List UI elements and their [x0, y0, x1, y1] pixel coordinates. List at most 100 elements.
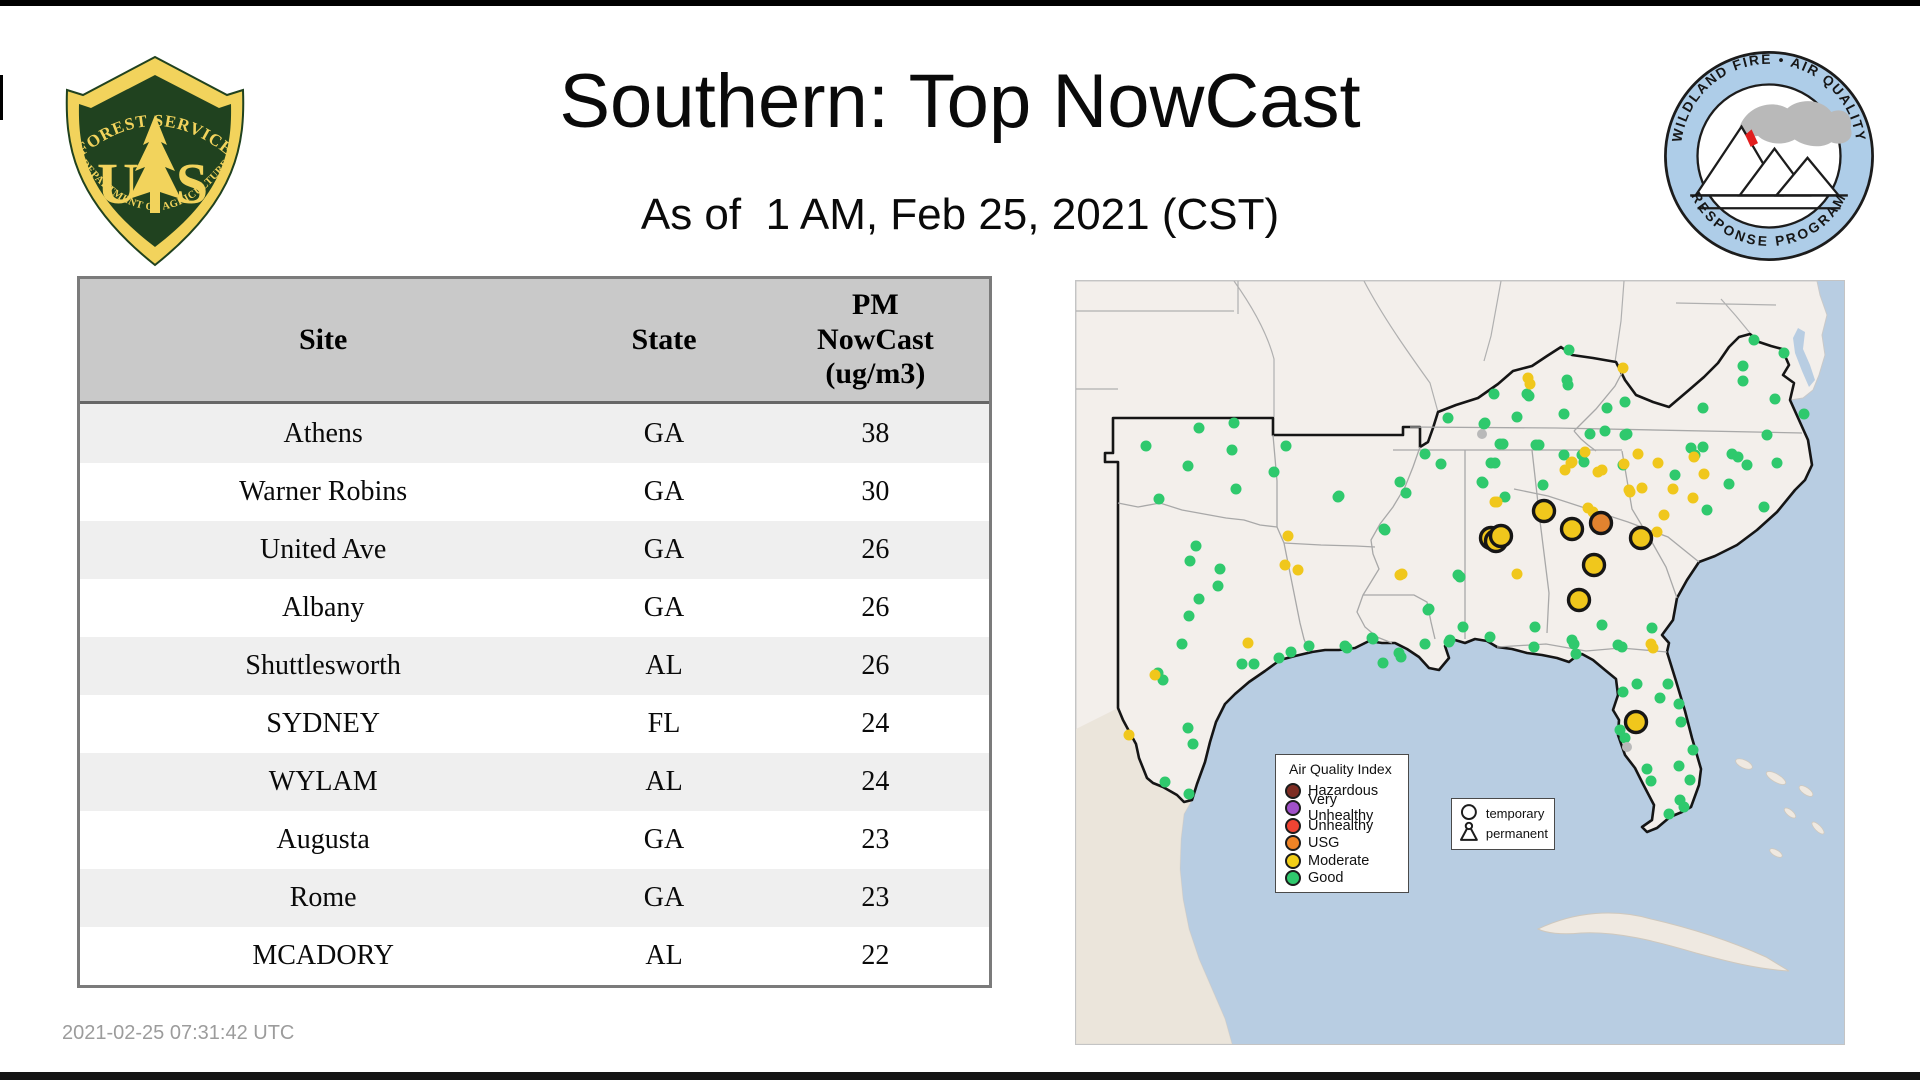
column-header-pm-nowcast: PM NowCast (ug/m3): [761, 279, 989, 404]
top-site-moderate: [1628, 525, 1654, 551]
legend-item: Very Unhealthy: [1285, 792, 1402, 824]
monitor-moderate: [1617, 362, 1629, 374]
legend-label: Moderate: [1308, 852, 1370, 869]
monitor-good: [1193, 593, 1205, 605]
state-cell: GA: [643, 881, 685, 913]
monitor-good: [1663, 808, 1675, 820]
site-cell: MCADORY: [252, 939, 394, 971]
monitor-moderate: [1667, 483, 1679, 495]
region-state-lines: [1117, 368, 1803, 653]
monitor-moderate: [1491, 496, 1503, 508]
site-cell: Warner Robins: [239, 476, 408, 508]
table-row: Athens GA 38: [80, 402, 989, 464]
monitor-good: [1601, 402, 1613, 414]
site-cell: Rome: [289, 881, 357, 913]
monitor-dots: [1123, 334, 1810, 820]
monitor-good: [1423, 603, 1435, 615]
top-site-moderate: [1531, 498, 1557, 524]
legend-swatch: [1285, 852, 1301, 869]
site-cell: Augusta: [276, 823, 370, 855]
table-row: SYDNEY FL 24: [80, 694, 989, 753]
smoke-icon: [1739, 101, 1852, 147]
monitor-good: [1568, 638, 1580, 650]
permanent-label: permanent: [1485, 826, 1548, 841]
monitor-good: [1771, 457, 1783, 469]
monitor-good: [1230, 483, 1242, 495]
monitor-good: [1596, 619, 1608, 631]
monitor-good: [1280, 440, 1292, 452]
monitor-moderate: [1282, 530, 1294, 542]
monitor-good: [1737, 360, 1749, 372]
monitor-good: [1485, 457, 1497, 469]
top-site-moderate: [1581, 552, 1607, 578]
state-cell: AL: [645, 765, 683, 797]
monitor-good: [1697, 402, 1709, 414]
fs-monogram-s: S: [176, 151, 208, 216]
monitor-good: [1561, 374, 1573, 386]
monitor-good: [1673, 698, 1685, 710]
background-state-lines: [1076, 281, 1777, 417]
chesapeake-bay: [1793, 328, 1815, 387]
monitor-moderate: [1651, 526, 1663, 538]
site-cell: Athens: [283, 417, 363, 449]
monitor-good: [1182, 460, 1194, 472]
monitor-good: [1182, 722, 1194, 734]
monitor-good: [1662, 678, 1674, 690]
cuba-island: [1536, 912, 1790, 972]
state-cell: AL: [645, 939, 683, 971]
top-site-moderate: [1566, 587, 1592, 613]
value-cell: 26: [861, 649, 890, 681]
monitor-good: [1619, 429, 1631, 441]
legend-swatch: [1285, 782, 1301, 799]
monitor-good: [1778, 347, 1790, 359]
monitor-good: [1183, 610, 1195, 622]
monitor-good: [1737, 375, 1749, 387]
monitor-good: [1377, 657, 1389, 669]
mountains-icon: [1693, 124, 1842, 197]
monitor-good: [1476, 476, 1488, 488]
monitor-good: [1176, 638, 1188, 650]
monitor-good: [1558, 408, 1570, 420]
legend-item: Unhealthy: [1285, 817, 1402, 835]
legend-label: USG: [1308, 835, 1340, 852]
monitor-good: [1528, 641, 1540, 653]
state-cell: FL: [647, 707, 681, 739]
legend-item: Moderate: [1285, 852, 1402, 870]
monitor-good: [1798, 408, 1810, 420]
monitor-moderate: [1652, 457, 1664, 469]
monitor-good: [1367, 633, 1379, 645]
site-cell: SYDNEY: [266, 707, 380, 739]
state-cell: GA: [643, 417, 685, 449]
monitor-good: [1379, 524, 1391, 536]
monitor-good: [1530, 439, 1542, 451]
monitor-good: [1183, 788, 1195, 800]
monitor-good: [1226, 444, 1238, 456]
aqi-legend: Air Quality Index Hazardous Very Unhealth…: [1275, 754, 1409, 893]
monitor-good: [1248, 658, 1260, 670]
state-cell: GA: [643, 534, 685, 566]
monitor-inactive: [1622, 742, 1632, 752]
value-cell: 24: [861, 707, 890, 739]
monitor-good: [1190, 540, 1202, 552]
monitor-good: [1563, 344, 1575, 356]
monitor-moderate: [1511, 568, 1523, 580]
table-row: WYLAM AL 24: [80, 752, 989, 811]
state-cell: GA: [643, 476, 685, 508]
monitor-good: [1444, 634, 1456, 646]
monitor-good: [1529, 621, 1541, 633]
wfaqrp-logo: WILDLAND FIRE • AIR QUALITY RESPONSE PRO…: [1664, 51, 1874, 261]
monitor-good: [1442, 412, 1454, 424]
legend-label: Hazardous: [1308, 782, 1379, 799]
column-header-state: State: [566, 279, 762, 404]
monitor-good: [1617, 686, 1629, 698]
monitor-good: [1228, 417, 1240, 429]
top-site-moderate: [1559, 516, 1585, 542]
ground-lines: [1690, 194, 1848, 210]
fs-monogram-u: U: [97, 151, 139, 216]
monitor-moderate: [1623, 484, 1635, 496]
value-cell: 30: [861, 476, 890, 508]
monitor-good: [1497, 438, 1509, 450]
monitor-good: [1619, 732, 1631, 744]
monitor-good: [1584, 428, 1596, 440]
